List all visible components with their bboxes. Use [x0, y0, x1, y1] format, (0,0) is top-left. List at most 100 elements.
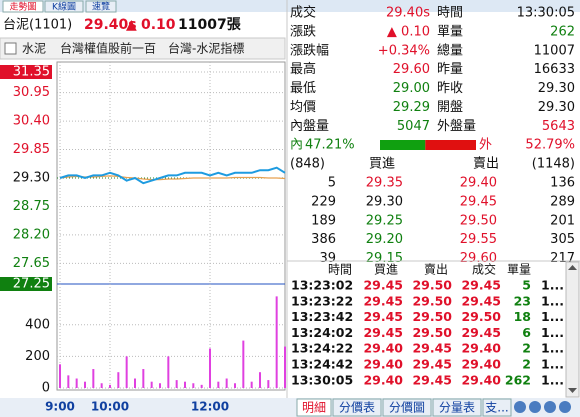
tag-bar	[0, 37, 286, 60]
bid-header: 買進	[369, 157, 395, 172]
quote-value: 29.40s	[386, 6, 430, 21]
bottom-tab[interactable]	[382, 398, 432, 417]
trade-price: 29.45	[412, 357, 452, 372]
bottom-tab[interactable]	[482, 398, 512, 417]
stock-name: 台泥(1101)	[3, 18, 72, 33]
quote-label: 漲跌幅	[290, 42, 329, 58]
trade-more: 1...	[541, 341, 564, 356]
trade-price: 29.45	[363, 325, 403, 340]
tab[interactable]	[2, 0, 44, 13]
bid-volume: 5	[328, 176, 336, 191]
ask-volume: 201	[550, 213, 575, 228]
quote-value: 13:30:05	[517, 6, 575, 21]
trade-price: 29.45	[363, 293, 403, 308]
trade-volume: 2	[522, 341, 531, 356]
trade-time: 13:24:02	[291, 325, 353, 340]
trade-more: 1...	[541, 372, 564, 387]
tab-label: K線圖	[52, 1, 76, 13]
bid-price: 29.30	[366, 194, 403, 209]
bottom-tab-label: 明細	[302, 401, 326, 415]
quote-label: 外盤量	[437, 119, 476, 134]
nav-next[interactable]	[544, 401, 556, 413]
trade-price: 29.50	[412, 325, 452, 340]
bid-volume: 189	[311, 213, 336, 228]
ask-header: 賣出	[473, 157, 499, 172]
bottom-tab[interactable]	[332, 398, 382, 417]
trade-price: 29.45	[363, 309, 403, 324]
trade-price: 29.45	[461, 278, 501, 293]
quote-label: 單量	[437, 24, 463, 39]
quote-value: 29.60	[393, 62, 430, 77]
chart-frame	[56, 61, 286, 391]
trade-time: 13:23:02	[291, 278, 353, 293]
quote-value: 5047	[397, 119, 430, 134]
trade-more: 1...	[541, 309, 564, 324]
quote-label: 昨量	[437, 62, 463, 77]
tag-checkbox[interactable]	[4, 42, 17, 55]
tab[interactable]	[85, 0, 117, 13]
price-line	[59, 175, 286, 181]
trade-price: 29.40	[461, 341, 501, 356]
quote-label: 最低	[290, 81, 316, 96]
quote-value: 29.29	[393, 100, 430, 115]
x-tick-label: 9:00	[45, 400, 75, 414]
ask-price: 29.55	[460, 232, 497, 247]
trade-header: 時間	[328, 263, 352, 277]
scroll-up[interactable]	[568, 265, 577, 270]
trade-price: 29.45	[412, 341, 452, 356]
change: 0.10	[141, 17, 176, 33]
bid-price: 29.15	[366, 251, 403, 266]
y-tick-label: 30.40	[13, 114, 50, 129]
trade-price: 29.40	[363, 357, 403, 372]
bid-volume: 39	[319, 251, 336, 266]
trade-time: 13:23:22	[291, 293, 353, 308]
y2-tick-label: 200	[25, 349, 50, 364]
trade-price: 29.45	[461, 325, 501, 340]
nav-prev[interactable]	[529, 401, 541, 413]
quote-label: 漲跌	[290, 23, 316, 39]
bottom-tab-label: 分價表	[339, 401, 375, 415]
trade-more: 1...	[541, 293, 564, 308]
bottom-tab[interactable]	[296, 398, 332, 417]
y-tick-label: 28.20	[13, 227, 50, 242]
bid-price: 29.20	[366, 232, 403, 247]
trade-price: 29.40	[363, 372, 403, 387]
bottom-tab-label: 支...	[485, 401, 508, 415]
trade-time: 13:30:05	[291, 372, 353, 387]
quote-value: 262	[550, 24, 575, 39]
scrollbar[interactable]	[565, 261, 580, 398]
y2-tick-label: 400	[25, 317, 50, 332]
ask-price: 29.50	[460, 213, 497, 228]
trade-price: 29.50	[412, 293, 452, 308]
quote-label: 最高	[290, 61, 316, 77]
bottom-tab[interactable]	[432, 398, 482, 417]
scroll-down[interactable]	[568, 388, 577, 393]
trade-header: 買進	[374, 263, 398, 277]
ratio-value: 52.79%	[525, 138, 575, 153]
quote-label: 成交	[290, 5, 316, 21]
ask-price: 29.40	[460, 176, 497, 191]
ratio-value: 47.21%	[305, 138, 355, 153]
quote-label: 昨收	[437, 81, 463, 96]
price: 29.40s	[84, 17, 137, 33]
nav-last[interactable]	[559, 401, 571, 413]
tab-label: 速覽	[92, 1, 110, 13]
bid-price: 29.25	[366, 213, 403, 228]
ask-volume: 136	[550, 176, 575, 191]
trade-time: 13:23:42	[291, 309, 353, 324]
quote-value: 11007	[534, 43, 575, 58]
quote-label: 內盤量	[290, 119, 329, 134]
trade-time: 13:24:42	[291, 357, 353, 372]
tab[interactable]	[44, 0, 84, 13]
trade-volume: 18	[514, 309, 531, 324]
tag: 台灣權值股前一百	[60, 41, 156, 56]
tab-strip	[0, 0, 580, 12]
change-arrow: ▲	[126, 17, 137, 33]
ask-price: 29.45	[460, 194, 497, 209]
quote-label: 時間	[437, 6, 463, 21]
nav-first[interactable]	[514, 401, 526, 413]
ratio-bar-in	[380, 140, 426, 150]
trade-price: 29.40	[363, 341, 403, 356]
bottom-tab-label: 分價圖	[389, 401, 425, 415]
